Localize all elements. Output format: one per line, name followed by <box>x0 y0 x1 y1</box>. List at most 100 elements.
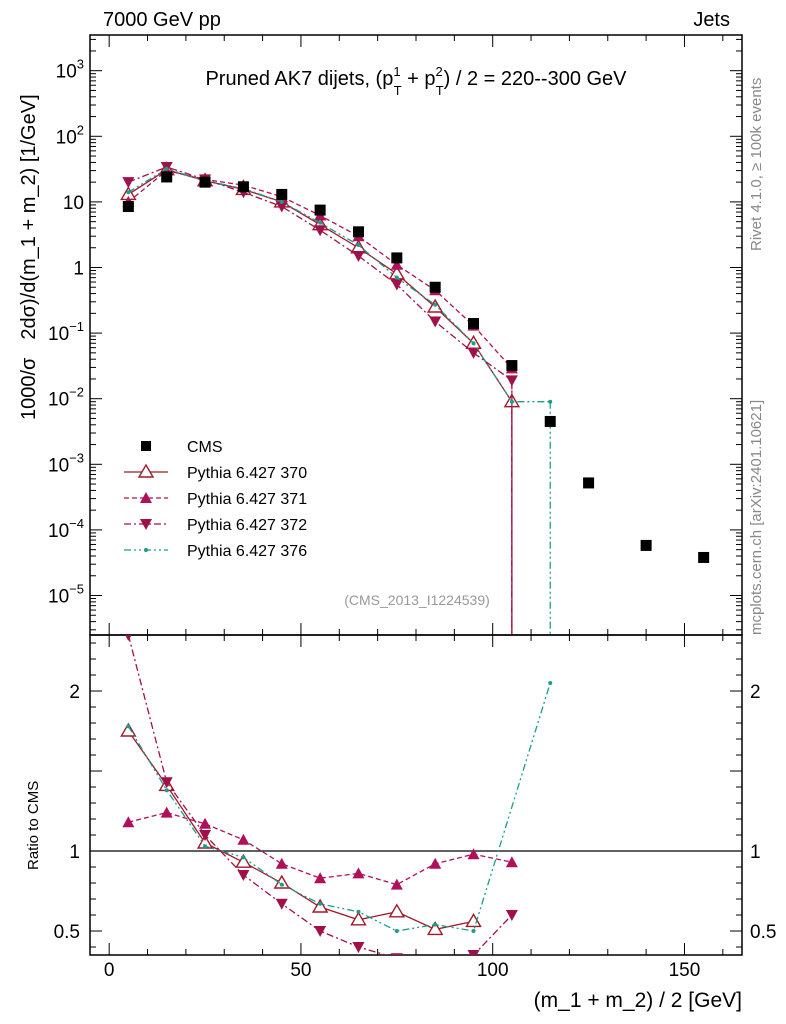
y-tick-label: 10−4 <box>48 516 84 542</box>
ratio-series-pythia-6-427-372 <box>125 635 518 969</box>
y-tick-label: 10−5 <box>48 582 84 608</box>
ratio-panel-frame <box>89 634 743 956</box>
ratio-point <box>505 910 518 921</box>
data-point <box>237 181 249 193</box>
legend-marker <box>144 548 148 552</box>
data-point <box>161 171 173 183</box>
data-point <box>429 316 442 328</box>
data-point <box>583 477 595 489</box>
ratio-line <box>127 682 551 932</box>
series-pythia-6-427-372 <box>122 162 518 635</box>
y-tick-label: 10 <box>63 193 84 214</box>
legend-label: Pythia 6.427 370 <box>187 465 307 482</box>
data-point <box>433 302 438 307</box>
series-line <box>128 168 551 403</box>
ratio-point <box>429 857 442 869</box>
data-point <box>164 166 169 171</box>
legend-label: Pythia 6.427 371 <box>187 491 307 508</box>
ratio-point <box>203 844 208 849</box>
ratio-point <box>160 806 173 818</box>
ratio-point <box>160 777 173 789</box>
ratio-point <box>122 816 135 828</box>
data-point <box>126 190 131 195</box>
ratio-point <box>164 788 169 793</box>
ratio-point <box>548 681 553 685</box>
legend-entry: Pythia 6.427 371 <box>124 491 307 508</box>
x-tick-label: 50 <box>290 960 311 981</box>
ratio-point <box>350 911 367 926</box>
legend-label: Pythia 6.427 372 <box>187 517 307 534</box>
y-tick-label: 0.5 <box>54 922 80 943</box>
y-tick-label-right: 1 <box>750 842 761 863</box>
series-cms <box>122 171 710 563</box>
series-line <box>128 168 513 403</box>
header-left: 7000 GeV pp <box>103 9 221 31</box>
data-point <box>122 177 135 189</box>
y-tick-label: 2 <box>69 682 80 703</box>
ratio-series-pythia-6-427-371 <box>122 806 518 890</box>
ratio-point <box>467 848 480 860</box>
y-tick-label: 103 <box>56 57 84 83</box>
ratio-point <box>311 898 329 913</box>
ratio-point <box>314 926 327 937</box>
x-tick-label: 0 <box>104 960 115 981</box>
ratio-point <box>471 929 476 933</box>
legend-label: CMS <box>187 439 223 456</box>
ratio-y-axis-label: Ratio to CMS <box>25 781 42 870</box>
ratio-point <box>429 958 441 969</box>
legend-label: Pythia 6.427 376 <box>187 543 307 560</box>
data-point <box>429 281 441 293</box>
ratio-point <box>352 942 365 953</box>
ratio-point <box>199 817 212 829</box>
data-point <box>356 243 361 248</box>
series-line <box>127 169 513 369</box>
x-tick-label: 100 <box>477 960 509 981</box>
legend-entry: Pythia 6.427 376 <box>124 543 307 560</box>
data-point <box>199 176 211 188</box>
y-tick-label: 10−3 <box>48 450 84 476</box>
legend-entry: Pythia 6.427 372 <box>124 517 307 534</box>
ratio-panel: 0 50 100 150 0.5 0.5 1 1 2 2 Ratio to CMS (m_1 + m_… <box>25 634 776 1012</box>
legend-marker <box>140 519 152 530</box>
ratio-series-pythia-6-427-376 <box>126 681 553 933</box>
data-point <box>279 199 284 204</box>
ratio-point <box>505 856 518 868</box>
ratio-point <box>318 901 323 906</box>
header-right: Jets <box>693 9 730 31</box>
data-point <box>509 399 514 404</box>
data-point <box>390 258 403 270</box>
data-point <box>640 539 652 551</box>
ratio-point <box>120 722 137 737</box>
ratio-point <box>426 921 444 936</box>
ratio-point <box>390 953 403 955</box>
data-point <box>352 250 365 262</box>
data-point <box>468 318 480 330</box>
y-tick-label-right: 0.5 <box>750 922 776 943</box>
ratio-point <box>275 898 288 910</box>
series-line <box>128 166 513 381</box>
ratio-point <box>199 830 212 841</box>
data-point <box>122 201 134 213</box>
y-tick-label: 1 <box>69 842 80 863</box>
data-point <box>394 275 399 280</box>
ratio-point <box>314 872 327 884</box>
data-point <box>544 415 556 427</box>
ratio-point <box>356 909 361 914</box>
ratio-point <box>352 867 365 879</box>
ratio-point <box>467 950 480 955</box>
legend-marker <box>137 463 155 478</box>
y-tick-label-right: 2 <box>750 682 761 703</box>
ratio-point <box>465 913 482 928</box>
ratio-line <box>128 811 513 886</box>
data-point <box>506 360 518 372</box>
ratio-point <box>241 855 246 860</box>
data-point <box>314 225 327 237</box>
y-tick-label: 10−1 <box>48 319 84 345</box>
plot-title: Pruned AK7 dijets, (p1 T + p2 T) / 2 = 220… <box>205 64 627 98</box>
ratio-point <box>237 870 250 881</box>
ratio-point <box>390 878 403 890</box>
ratio-point <box>388 903 406 918</box>
y-tick-label: 1 <box>73 258 84 279</box>
